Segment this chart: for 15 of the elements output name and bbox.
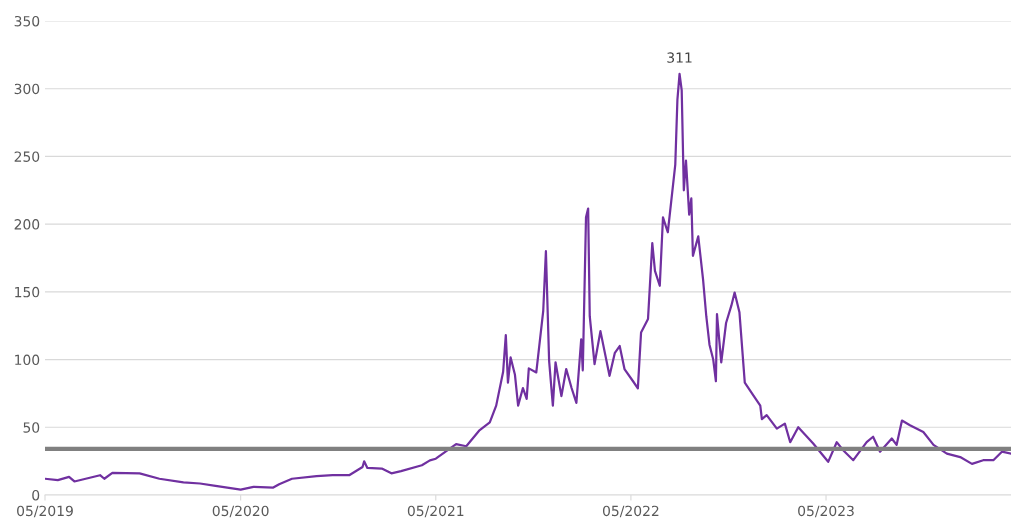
x-tick-label: 05/2023: [798, 505, 854, 518]
x-tick-label: 05/2021: [407, 505, 464, 518]
y-tick-label: 300: [14, 83, 40, 95]
x-tick-label: 05/2019: [17, 505, 73, 518]
y-tick-label: 0: [32, 489, 40, 501]
y-tick-label: 250: [14, 151, 40, 162]
line-series: [45, 72, 1011, 491]
y-tick-label: 50: [23, 422, 40, 433]
y-tick-label: 350: [14, 15, 40, 27]
y-tick-label: 150: [15, 286, 40, 298]
y-tick-label: 200: [14, 219, 40, 230]
x-tick-label: 05/2020: [212, 505, 269, 518]
x-tick-label: 05/2022: [602, 505, 659, 518]
y-tick-label: 100: [15, 354, 40, 366]
annotation: 311: [667, 52, 692, 63]
